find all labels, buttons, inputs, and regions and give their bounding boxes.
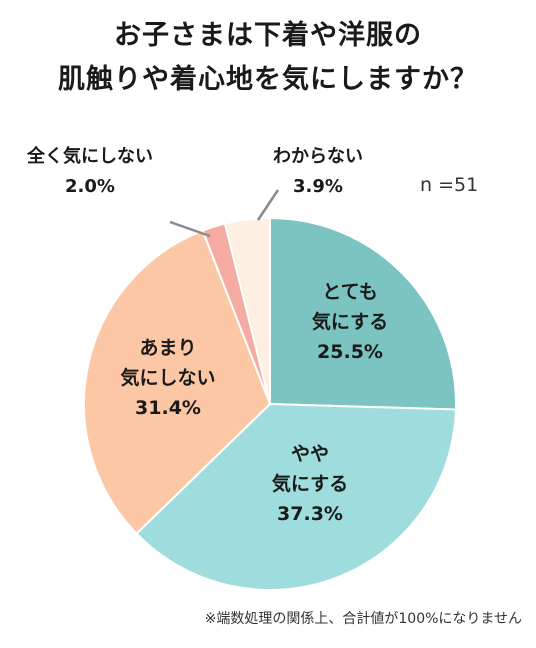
slice-value-1: 37.3% xyxy=(277,503,343,525)
slice-label-0-0: とても xyxy=(322,281,377,303)
slice-value-4: 3.9% xyxy=(293,176,343,197)
slice-label-2-1: 気にしない xyxy=(120,366,215,389)
slice-label-1-1: 気にする xyxy=(272,472,348,495)
chart-title-line-1: お子さまは下着や洋服の xyxy=(114,20,422,51)
pie-slice-0 xyxy=(269,216,457,411)
slice-label-3-0: 全く気にしない xyxy=(26,145,153,167)
pie-slice-2 xyxy=(83,229,272,535)
leader-line-4 xyxy=(256,189,280,221)
pie-slices xyxy=(83,216,457,591)
chart-title-line-2: 肌触りや着心地を気にしますか？ xyxy=(58,64,478,95)
sample-size-label: n =51 xyxy=(420,174,479,196)
slice-value-3: 2.0% xyxy=(65,176,115,197)
slice-value-0: 25.5% xyxy=(317,341,383,363)
pie-slice-4 xyxy=(223,216,271,405)
slice-label-4-0: わからない xyxy=(273,146,363,167)
chart-title: お子さまは下着や洋服の 肌触りや着心地を気にしますか？ xyxy=(0,14,536,102)
footnote: ※端数処理の関係上、合計値が100%になりません xyxy=(204,611,522,627)
slice-label-1-0: やや xyxy=(291,443,329,465)
leader-line-3 xyxy=(169,220,211,238)
pie-labels: とても気にする25.5%やや気にする37.3%あまり気にしない31.4%全く気に… xyxy=(26,145,388,525)
pie-slice-1 xyxy=(135,402,457,591)
slice-label-0-1: 気にする xyxy=(312,310,388,333)
slice-label-2-0: あまり xyxy=(139,337,196,359)
slice-value-2: 31.4% xyxy=(135,397,201,419)
